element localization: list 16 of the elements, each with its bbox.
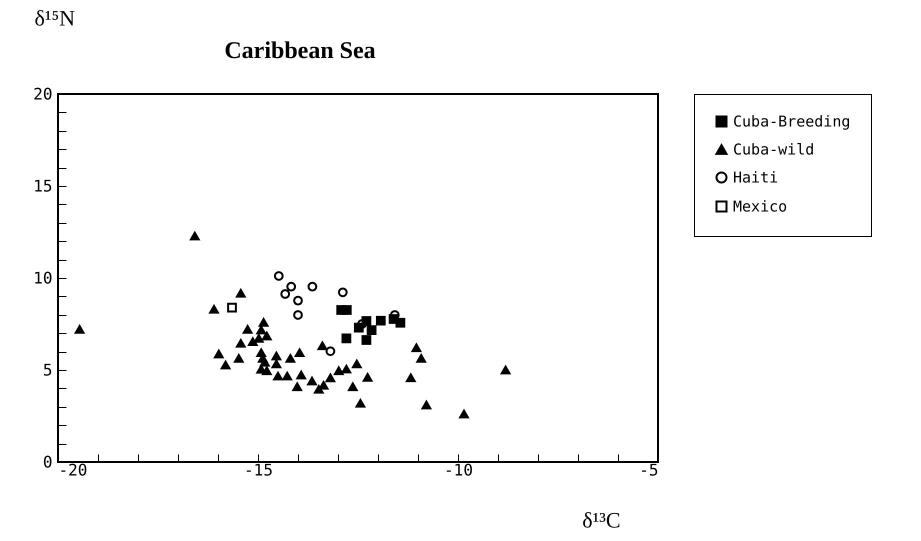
- y-tick-label: 10: [33, 268, 52, 288]
- y-tick-label: 5: [42, 360, 52, 380]
- legend-label: Mexico: [733, 198, 788, 216]
- y-tick-label: 20: [33, 84, 52, 104]
- chart-title: Caribbean Sea: [224, 38, 376, 64]
- x-tick-label: -5: [639, 460, 658, 480]
- y-tick-label: 0: [42, 452, 52, 472]
- x-tick-label: -10: [444, 460, 473, 480]
- x-tick-label: -15: [244, 460, 273, 480]
- y-axis-title: δ¹⁵N: [34, 6, 76, 30]
- y-tick-label: 15: [33, 176, 52, 196]
- x-axis-title: δ¹³C: [582, 508, 620, 532]
- legend-label: Cuba-wild: [733, 140, 814, 158]
- legend-label: Haiti: [733, 168, 778, 186]
- legend-label: Cuba-Breeding: [733, 112, 850, 130]
- x-tick-label: -20: [58, 460, 88, 480]
